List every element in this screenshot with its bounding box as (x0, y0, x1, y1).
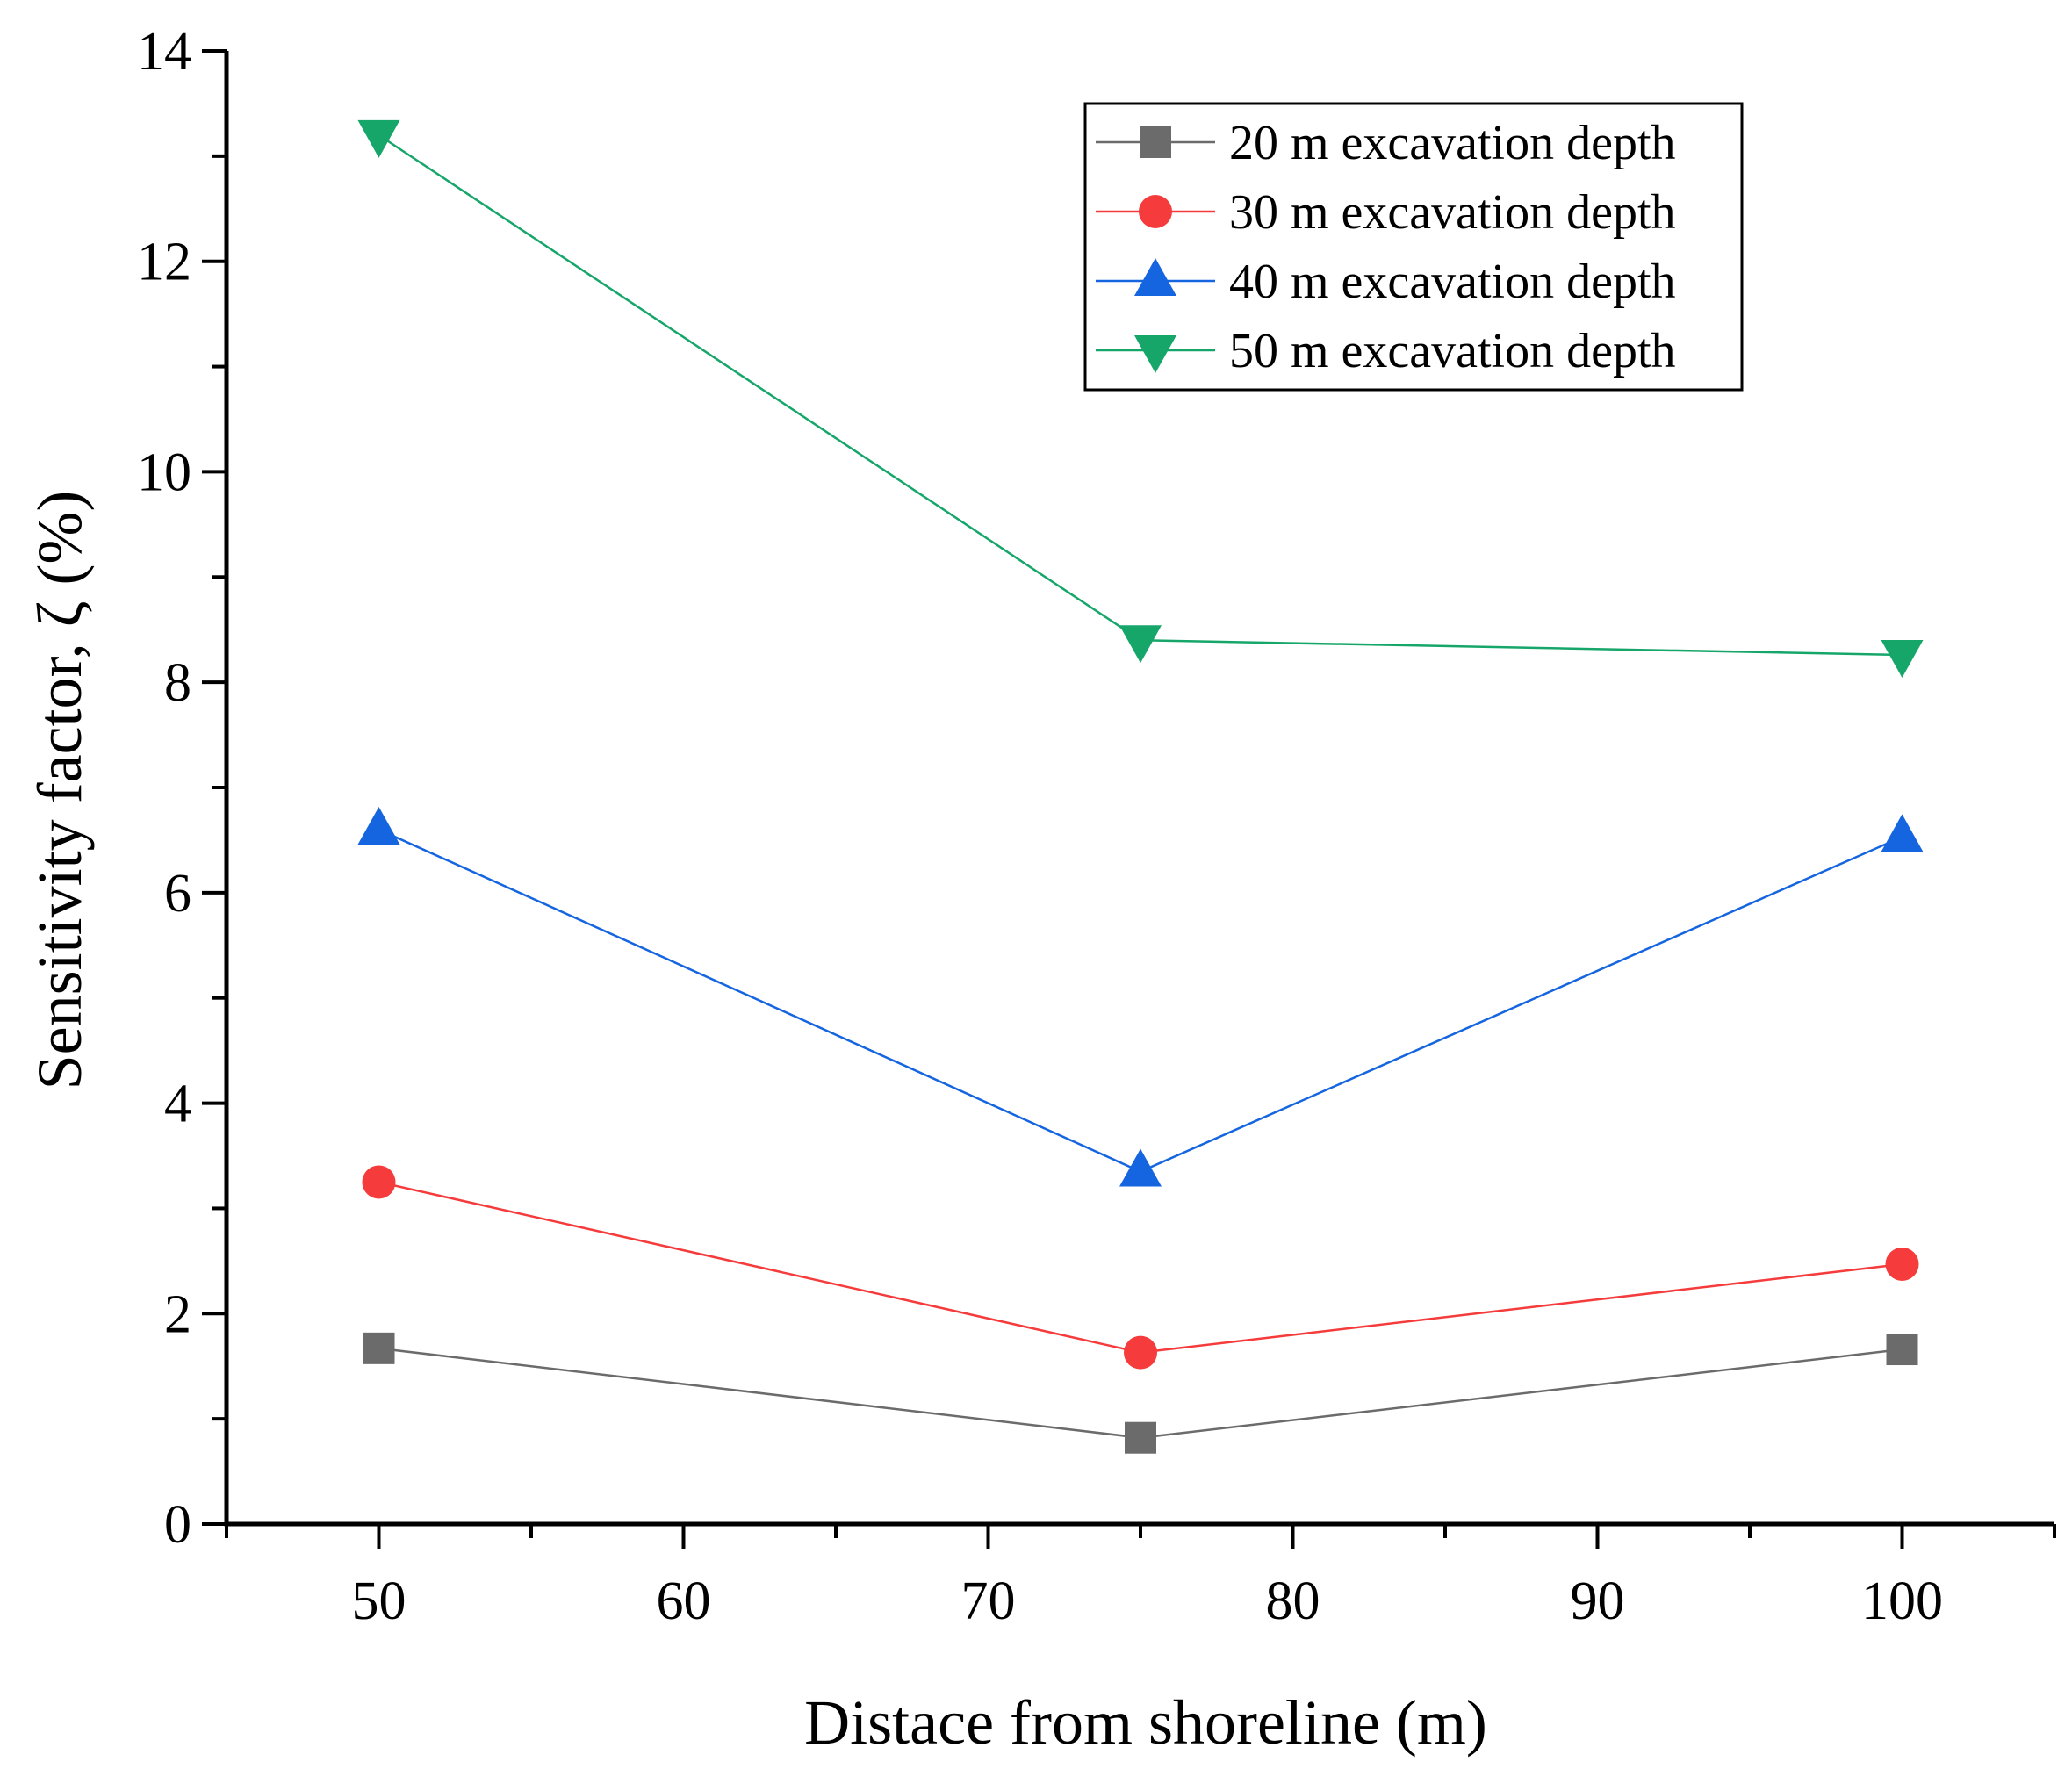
y-tick-label: 4 (164, 1075, 191, 1134)
legend-marker (1140, 126, 1171, 158)
y-tick-label: 14 (137, 22, 191, 82)
y-axis-title: Sensitivity factor, ζ (%) (25, 491, 95, 1090)
x-tick-label: 70 (961, 1571, 1016, 1631)
legend-entry: 40 m excavation depth (1096, 255, 1676, 309)
x-tick-label: 60 (657, 1571, 711, 1631)
data-point (1124, 1335, 1157, 1370)
y-tick-label: 8 (164, 653, 191, 713)
legend-label: 20 m excavation depth (1229, 116, 1676, 170)
legend-box (1083, 102, 1744, 392)
data-point (357, 806, 400, 845)
data-point (1125, 1421, 1156, 1454)
legend-entry: 20 m excavation depth (1096, 116, 1676, 170)
legend-marker (1134, 258, 1176, 296)
y-tick-label: 2 (164, 1284, 191, 1344)
legend-label: 40 m excavation depth (1229, 255, 1676, 309)
y-tick-label: 0 (164, 1495, 191, 1555)
series-4 (357, 119, 1924, 678)
data-point (1881, 814, 1924, 852)
data-point (1885, 1247, 1919, 1281)
x-axis-title: Distace from shoreline (m) (804, 1687, 1487, 1758)
y-tick-label: 10 (137, 442, 191, 502)
data-point (1881, 639, 1924, 678)
legend-label: 50 m excavation depth (1229, 324, 1676, 378)
data-point (357, 119, 400, 158)
legend-label: 30 m excavation depth (1229, 185, 1676, 240)
data-point (362, 1165, 396, 1199)
x-tick-label: 100 (1861, 1571, 1943, 1631)
data-point (1119, 1148, 1162, 1187)
series-line (378, 1181, 1903, 1354)
x-tick-label: 90 (1571, 1571, 1625, 1631)
data-point (1886, 1334, 1918, 1366)
legend: 20 m excavation depth 30 m excavation dep… (1083, 102, 1744, 392)
y-tick-label: 6 (164, 864, 191, 924)
series-1 (363, 1332, 1918, 1454)
legend-entry: 30 m excavation depth (1096, 185, 1676, 240)
legend-entry: 50 m excavation depth (1096, 324, 1676, 378)
series-layer (357, 119, 1924, 1454)
series-line (378, 828, 1903, 1173)
data-point (363, 1332, 395, 1364)
legend-marker (1134, 335, 1176, 373)
series-3 (357, 806, 1924, 1187)
series-2 (362, 1165, 1919, 1370)
data-point (1119, 625, 1162, 664)
axis-ticks: 0 2 4 6 8 10 12 14 50 60 70 80 90 100 (137, 22, 2056, 1631)
y-tick-label: 12 (137, 233, 191, 292)
x-tick-label: 80 (1266, 1571, 1320, 1631)
x-tick-label: 50 (352, 1571, 406, 1631)
legend-marker (1139, 195, 1172, 228)
